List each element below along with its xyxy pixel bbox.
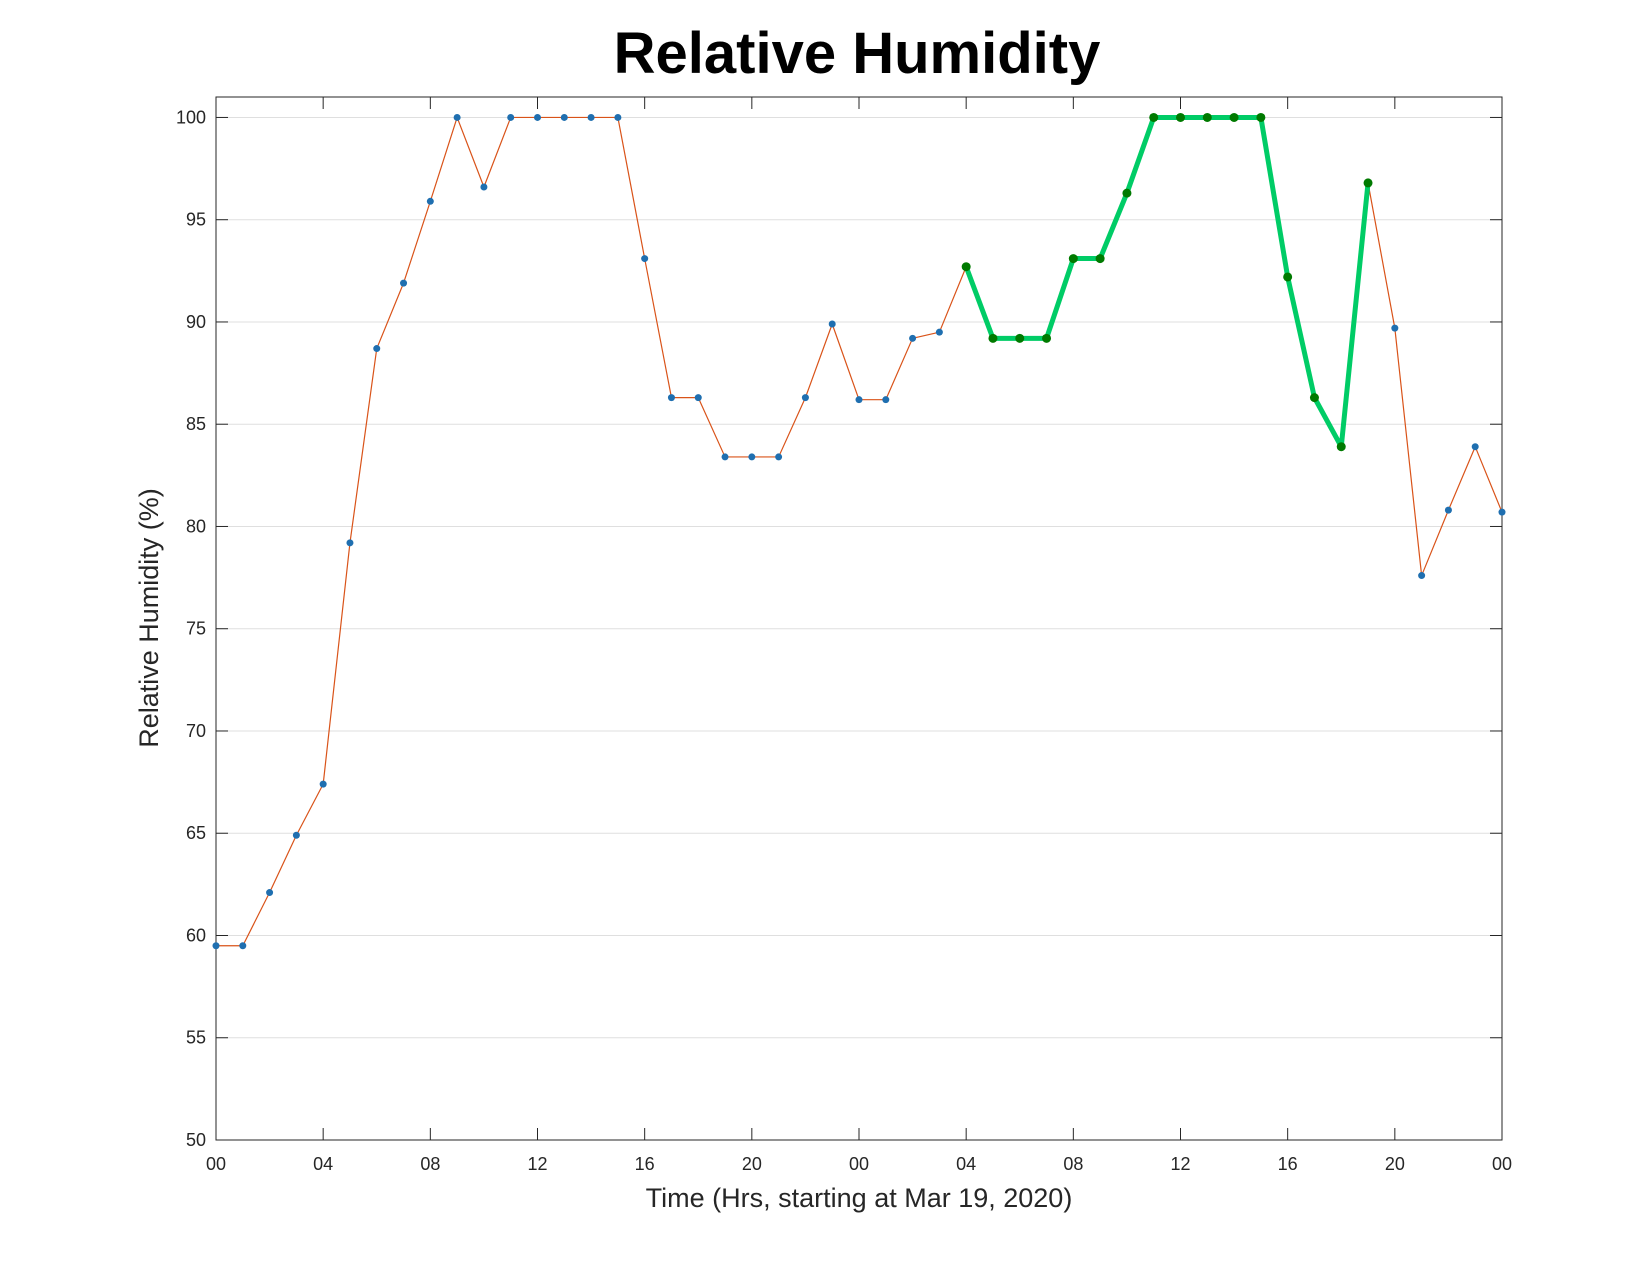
y-tick-label: 80 xyxy=(186,516,206,536)
highlight-data-point xyxy=(988,333,998,343)
data-point xyxy=(266,889,274,897)
data-point xyxy=(1471,443,1479,451)
x-tick-label: 08 xyxy=(420,1154,440,1174)
highlight-data-point xyxy=(1309,393,1319,403)
y-tick-label: 70 xyxy=(186,721,206,741)
y-tick-label: 90 xyxy=(186,312,206,332)
highlight-data-point xyxy=(1176,112,1185,122)
y-tick-label: 55 xyxy=(186,1028,206,1048)
data-point xyxy=(748,453,756,461)
highlight-data-point xyxy=(1336,442,1346,452)
data-point xyxy=(292,831,300,839)
data-point xyxy=(587,113,595,121)
data-point xyxy=(453,113,461,121)
x-tick-label: 12 xyxy=(1170,1154,1190,1174)
data-point xyxy=(1418,572,1426,580)
data-point xyxy=(614,113,622,121)
data-point xyxy=(480,183,488,191)
data-point xyxy=(212,942,220,950)
x-tick-label: 12 xyxy=(527,1154,547,1174)
highlight-data-point xyxy=(1015,333,1025,343)
data-point xyxy=(346,539,354,547)
x-tick-label: 04 xyxy=(956,1154,976,1174)
data-point xyxy=(828,320,836,328)
chart-title: Relative Humidity xyxy=(614,21,1101,86)
highlight-data-point xyxy=(1095,254,1105,264)
data-point xyxy=(721,453,729,461)
y-tick-label: 50 xyxy=(186,1130,206,1150)
highlight-data-point xyxy=(1256,112,1266,122)
data-point xyxy=(667,394,675,402)
x-tick-label: 08 xyxy=(1063,1154,1083,1174)
y-axis-label: Relative Humidity (%) xyxy=(134,488,164,748)
data-point xyxy=(909,334,917,342)
x-tick-label: 20 xyxy=(1385,1154,1405,1174)
data-point xyxy=(426,197,434,205)
x-tick-label: 00 xyxy=(849,1154,869,1174)
data-point xyxy=(373,345,381,353)
data-point xyxy=(239,942,247,950)
axis-ticks: 50 55 60 65 70 75 80 85 90 95 100 00 04 08 12 16 20 00 04 0… xyxy=(176,97,1512,1174)
highlight-series-line xyxy=(963,114,1371,450)
data-point xyxy=(641,255,649,263)
data-point xyxy=(560,113,568,121)
y-tick-label: 65 xyxy=(186,823,206,843)
highlight-data-point xyxy=(1068,254,1078,264)
y-tick-label: 85 xyxy=(186,414,206,434)
highlight-data-point xyxy=(1202,112,1212,122)
plot-area xyxy=(212,112,1506,950)
x-tick-label: 04 xyxy=(313,1154,333,1174)
highlight-data-point xyxy=(1283,272,1293,282)
data-point xyxy=(801,394,809,402)
x-tick-label: 00 xyxy=(206,1154,226,1174)
data-point xyxy=(775,453,783,461)
x-tick-label: 20 xyxy=(742,1154,762,1174)
data-point xyxy=(935,328,943,336)
y-tick-label: 75 xyxy=(186,619,206,639)
x-tick-label: 16 xyxy=(635,1154,655,1174)
highlight-data-point xyxy=(961,262,971,272)
y-tick-label: 95 xyxy=(186,210,206,230)
grid xyxy=(216,116,1502,1141)
data-point xyxy=(855,396,863,404)
data-point xyxy=(1498,508,1506,516)
data-point xyxy=(1444,506,1452,514)
data-point xyxy=(507,113,515,121)
data-point xyxy=(400,279,408,287)
data-point xyxy=(1391,324,1399,332)
x-axis-label: Time (Hrs, starting at Mar 19, 2020) xyxy=(646,1183,1073,1213)
data-point xyxy=(319,780,327,788)
highlight-data-point xyxy=(1042,333,1052,343)
highlight-data-point xyxy=(1363,178,1373,188)
highlight-data-point xyxy=(1229,112,1239,122)
y-tick-label: 100 xyxy=(176,107,206,127)
highlight-data-point xyxy=(1149,112,1159,122)
data-point xyxy=(882,396,890,404)
highlight-data-point xyxy=(1122,188,1132,198)
y-tick-label: 60 xyxy=(186,925,206,945)
x-tick-label: 00 xyxy=(1492,1154,1512,1174)
data-point xyxy=(694,394,702,402)
x-tick-label: 16 xyxy=(1278,1154,1298,1174)
data-point xyxy=(534,113,541,121)
